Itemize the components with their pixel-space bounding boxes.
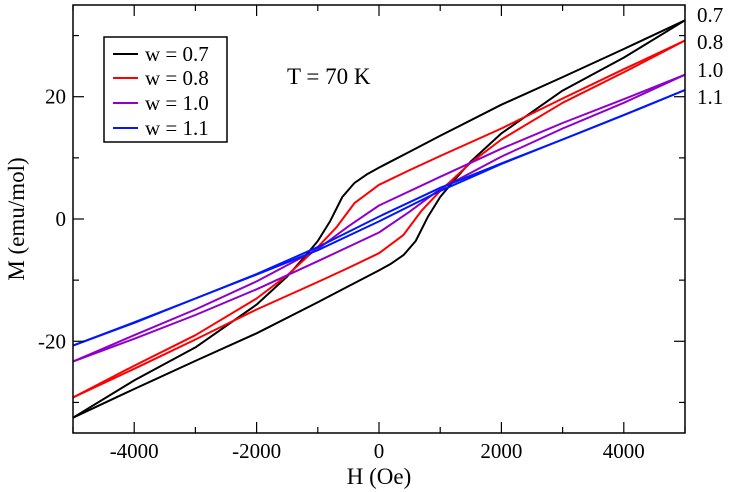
legend-label-0: w = 0.7: [145, 42, 209, 66]
end-label-0: 0.7: [697, 3, 723, 27]
series-0-lower-branch: [72, 19, 686, 419]
legend-label-1: w = 0.8: [145, 66, 209, 90]
series-1-upper-branch: [72, 39, 686, 399]
legend: w = 0.7 w = 0.8 w = 1.0 w = 1.1: [103, 36, 228, 143]
series-2-upper-branch: [72, 73, 686, 363]
series-layer: [72, 19, 686, 419]
end-label-1: 0.8: [697, 30, 723, 54]
temperature-annotation: T = 70 K: [287, 64, 371, 89]
x-tick-label-1: -2000: [232, 439, 281, 463]
y-tick-label-2: 20: [45, 85, 66, 109]
legend-label-2: w = 1.0: [145, 91, 209, 115]
end-label-2: 1.0: [697, 58, 723, 82]
series-end-labels: 0.7 0.8 1.0 1.1: [697, 3, 723, 109]
tick-layer: -4000 -2000 0 2000 4000 -20 0 20: [38, 5, 686, 463]
x-tick-label-2: 0: [374, 439, 385, 463]
x-tick-label-3: 2000: [480, 439, 522, 463]
x-tick-label-0: -4000: [110, 439, 159, 463]
end-label-3: 1.1: [697, 85, 723, 109]
y-tick-label-1: 0: [56, 207, 67, 231]
x-axis-label: H (Oe): [347, 464, 412, 489]
legend-label-3: w = 1.1: [145, 116, 209, 140]
series-2-lower-branch: [72, 73, 686, 363]
x-tick-label-4: 4000: [603, 439, 645, 463]
series-3-lower-branch: [72, 89, 686, 347]
series-0-upper-branch: [72, 19, 686, 419]
series-1-lower-branch: [72, 39, 686, 399]
y-tick-label-0: -20: [38, 329, 66, 353]
y-axis-label: M (emu/mol): [4, 157, 29, 280]
